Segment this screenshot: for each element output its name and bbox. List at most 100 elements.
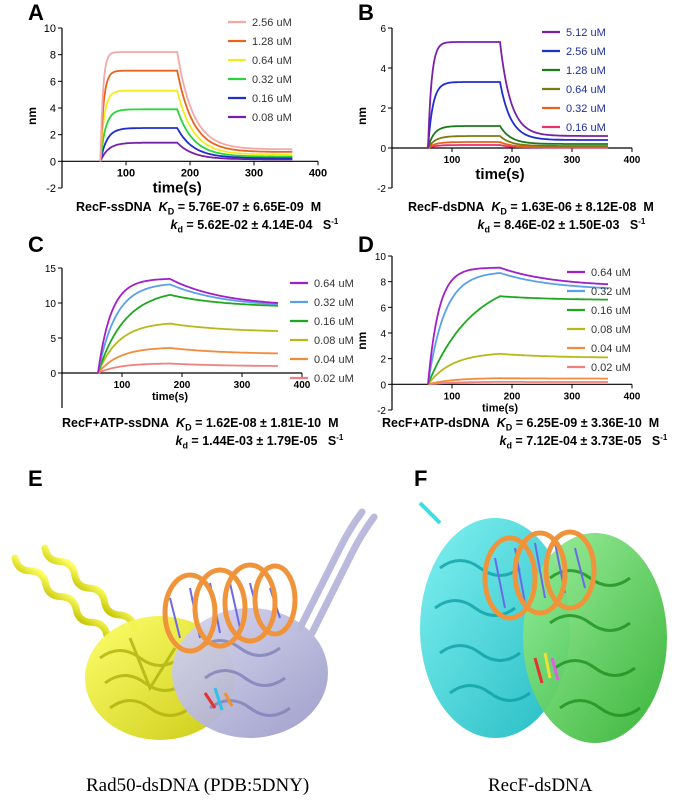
equation-d: RecF+ATP-dsDNA KD = 6.25E-09 ± 3.36E-10 … (382, 416, 668, 451)
series-line (99, 127, 293, 162)
y-tick-label: 10 (375, 252, 387, 263)
equation-d-kd-unit: M (648, 416, 660, 430)
y-tick-label: 4 (50, 103, 56, 115)
equation-d-koff-unit: S (651, 433, 661, 448)
series-line (427, 272, 609, 385)
y-tick-label: 0 (380, 144, 386, 155)
legend-label: 0.04 uM (314, 354, 354, 366)
y-tick-label: -2 (377, 406, 386, 417)
chart-a: -2 0 2 4 6 8 10 100 200 300 400 time(s) nm 2.56 uM 1.2… (25, 17, 327, 196)
series-line (97, 362, 278, 374)
legend-label: 1.28 uM (566, 65, 606, 77)
x-tick-label: 200 (174, 380, 191, 391)
equation-c-label: RecF+ATP-ssDNA (62, 416, 170, 430)
equation-c-koff-unit: S (327, 433, 337, 448)
x-tick-label: 400 (309, 167, 327, 179)
legend-label: 0.32 uM (252, 74, 292, 86)
chart-c: 0 5 10 15 100 200 300 400 time(s) 0.64 uM 0.32 uM 0… (45, 264, 354, 408)
y-tick-label: 2 (380, 355, 386, 366)
legend-label: 0.64 uM (566, 84, 606, 96)
y-tick-label: 6 (50, 76, 56, 88)
equation-b-kd-value: = 1.63E-06 ± 8.12E-08 (510, 200, 637, 214)
legend-label: 0.08 uM (314, 335, 354, 347)
y-axis-label: nm (355, 332, 369, 350)
y-axis-label: nm (355, 107, 369, 125)
series-line (427, 295, 608, 385)
equation-c: RecF+ATP-ssDNA KD = 1.62E-08 ± 1.81E-10 … (62, 416, 344, 451)
x-tick-label: 200 (504, 155, 521, 166)
legend-label: 0.02 uM (591, 362, 631, 374)
rad50-atp-ligand (203, 687, 234, 711)
panel-letter-d: D (358, 232, 374, 257)
y-tick-label: 4 (380, 64, 386, 75)
series-line (427, 377, 608, 386)
x-tick-label: 300 (564, 391, 581, 402)
legend-label: 2.56 uM (252, 17, 292, 29)
legend-label: 2.56 uM (566, 46, 606, 58)
rad50-lavender-domain (172, 508, 378, 738)
rad50-structure (11, 508, 378, 740)
y-tick-label: 4 (380, 329, 386, 340)
equation-b-kd-unit: M (643, 200, 654, 214)
series-line (97, 283, 279, 374)
y-tick-label: 2 (380, 104, 386, 115)
equation-c-kd-value: = 1.62E-08 ± 1.81E-10 (195, 416, 322, 430)
series-line (99, 108, 293, 162)
y-tick-label: -2 (46, 183, 56, 195)
legend-label: 0.32 uM (591, 286, 631, 298)
x-tick-label: 100 (117, 167, 135, 179)
equation-a: RecF-ssDNA KD = 5.76E-07 ± 6.65E-09 M kd… (76, 200, 339, 235)
legend-label: 0.16 uM (252, 93, 292, 105)
legend-label: 0.04 uM (591, 343, 631, 355)
equation-b-koff-unit: S (629, 217, 639, 232)
y-tick-label: 10 (45, 299, 57, 310)
x-tick-label: 200 (504, 391, 521, 402)
series-line (427, 81, 608, 149)
x-tick-label: 300 (564, 155, 581, 166)
series-line (427, 266, 608, 385)
chart-d: -2 0 2 4 6 8 10 100 200 300 400 time(s) nm 0.64 uM 0.3… (355, 252, 641, 417)
series-line (427, 135, 608, 149)
series-line (97, 278, 279, 374)
panel-letter-b: B (358, 0, 374, 25)
equation-a-koff-unit: S (322, 217, 332, 232)
legend-label: 0.32 uM (566, 103, 606, 115)
legend-label: 0.16 uM (566, 122, 606, 134)
recf-green-domain (523, 533, 667, 743)
y-tick-label: 15 (45, 264, 57, 275)
y-tick-label: 8 (50, 50, 56, 62)
legend-label: 0.64 uM (252, 55, 292, 67)
y-tick-label: 6 (380, 24, 386, 35)
equation-c-koff-value: = 1.44E-03 ± 1.79E-05 (191, 433, 318, 448)
y-tick-label: 0 (50, 369, 56, 380)
x-tick-label: 400 (624, 155, 641, 166)
y-axis-label: nm (25, 107, 39, 125)
y-tick-label: 2 (50, 130, 56, 142)
legend-label: 0.64 uM (314, 278, 354, 290)
series-line (99, 51, 293, 162)
y-tick-label: 10 (44, 23, 56, 35)
rad50-dna-helix (162, 562, 298, 654)
caption-e: Rad50-dsDNA (PDB:5DNY) (86, 775, 310, 796)
series-line (99, 69, 293, 162)
y-tick-label: 6 (380, 303, 386, 314)
x-axis-label: time(s) (153, 179, 202, 196)
equation-a-label: RecF-ssDNA (76, 200, 152, 214)
equation-a-koff-value: = 5.62E-02 ± 4.14E-04 (186, 217, 313, 232)
legend-label: 5.12 uM (566, 27, 606, 39)
legend-label: 0.16 uM (314, 316, 354, 328)
x-tick-label: 300 (234, 380, 251, 391)
x-axis-label: time(s) (152, 391, 188, 403)
recf-atp-ligand (533, 652, 560, 684)
panel-letter-c: C (28, 232, 44, 257)
legend-label: 0.08 uM (591, 324, 631, 336)
recf-structure (418, 501, 667, 743)
rad50-yellow-coil (11, 544, 138, 639)
series-line (97, 322, 278, 374)
equation-c-kd-unit: M (328, 416, 339, 430)
legend-label: 0.08 uM (252, 112, 292, 124)
legend-label: 1.28 uM (252, 36, 292, 48)
x-tick-label: 400 (294, 380, 311, 391)
series-line (427, 141, 608, 149)
panel-letter-e: E (28, 466, 43, 491)
